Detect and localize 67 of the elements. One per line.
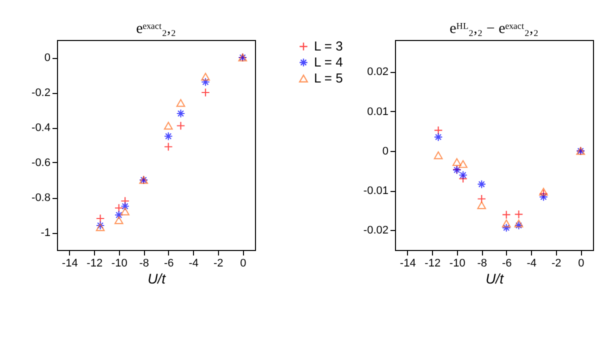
- point: [176, 99, 186, 107]
- point: [164, 142, 173, 152]
- chart-title: eᴴᴸ₂,₂ − eᵉˣᵃᶜᵗ₂,₂: [450, 21, 538, 37]
- legend-label: L = 4: [314, 54, 343, 70]
- x-tick-label: -4: [188, 258, 199, 270]
- point: [477, 194, 486, 204]
- chart-title: eᵉˣᵃᶜᵗ₂,₂: [136, 21, 176, 37]
- y-tick-label: -0.01: [363, 185, 388, 198]
- point: [539, 188, 548, 196]
- point: [458, 160, 468, 168]
- point: [120, 208, 130, 216]
- point: [96, 214, 105, 223]
- x-axis-title: U/t: [486, 270, 505, 286]
- x-tick-label: -2: [213, 258, 224, 270]
- y-tick-label: 0: [44, 52, 50, 64]
- x-tick-label: -4: [526, 258, 537, 270]
- point: [201, 72, 210, 81]
- y-tick-label: -0.6: [32, 157, 50, 169]
- y-tick-label: -0.4: [32, 122, 50, 134]
- x-tick-label: 0: [578, 258, 584, 270]
- x-tick-label: -2: [551, 258, 562, 270]
- y-tick-label: -1: [40, 227, 50, 239]
- point: [514, 210, 524, 219]
- point: [176, 109, 186, 118]
- point: [176, 121, 186, 130]
- y-tick-label: -0.02: [363, 224, 388, 237]
- point: [502, 220, 511, 228]
- point: [434, 151, 443, 160]
- x-tick-label: 0: [240, 258, 246, 270]
- point: [539, 192, 548, 202]
- y-tick-label: 0.02: [367, 66, 388, 78]
- x-tick-label: -6: [164, 258, 174, 270]
- point: [120, 202, 130, 211]
- point: [477, 180, 486, 189]
- x-tick-label: -8: [477, 258, 488, 270]
- x-tick-label: -12: [86, 258, 103, 270]
- x-tick-label: -8: [139, 258, 150, 270]
- point: [164, 132, 173, 141]
- point: [114, 204, 124, 212]
- point: [114, 210, 124, 220]
- point: [434, 132, 443, 142]
- x-tick-label: -10: [111, 258, 128, 270]
- legend-label: L = 5: [314, 70, 343, 86]
- x-tick-label: -14: [62, 258, 78, 270]
- point: [477, 201, 486, 210]
- point: [514, 220, 524, 228]
- x-tick-label: -6: [502, 258, 512, 270]
- y-tick-label: -0.8: [32, 192, 50, 204]
- legend-label: L = 3: [314, 38, 343, 54]
- point: [502, 223, 511, 232]
- x-tick-label: -10: [449, 258, 466, 270]
- point: [120, 196, 130, 206]
- y-tick-label: 0.01: [367, 106, 388, 118]
- x-tick-label: -14: [400, 258, 416, 270]
- point: [114, 216, 124, 224]
- x-axis-title: U/t: [148, 270, 167, 286]
- y-tick-label: -0.2: [32, 87, 50, 99]
- point: [458, 170, 468, 180]
- point: [201, 88, 210, 97]
- point: [201, 78, 210, 86]
- point: [502, 210, 511, 220]
- point: [514, 221, 524, 230]
- point: [452, 158, 462, 166]
- x-tick-label: -12: [424, 258, 441, 270]
- point: [434, 126, 443, 135]
- y-tick-label: 0: [382, 145, 388, 158]
- point: [164, 122, 173, 130]
